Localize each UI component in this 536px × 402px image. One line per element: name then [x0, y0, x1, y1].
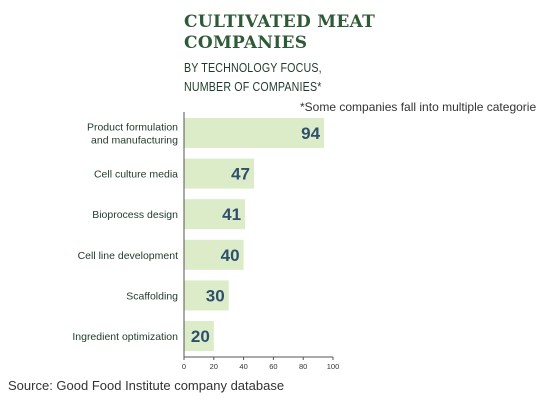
category-label: and manufacturing [91, 135, 178, 147]
bar-value-label: 30 [206, 286, 225, 305]
category-label: Cell culture media [94, 169, 178, 181]
title-line-1: CULTIVATED MEAT [184, 12, 376, 32]
x-tick-label: 80 [299, 362, 307, 371]
source-note: Source: Good Food Institute company data… [8, 378, 285, 393]
bar [184, 321, 214, 351]
subtitle-line-2: NUMBER OF COMPANIES* [184, 79, 322, 94]
bar [184, 118, 325, 148]
category-label: Cell line development [78, 250, 178, 262]
chart-title: CULTIVATED MEAT COMPANIES [184, 12, 375, 54]
x-tick-label: 60 [269, 362, 277, 371]
bar [184, 199, 246, 230]
footnote: *Some companies fall into multiple categ… [300, 100, 536, 114]
subtitle-line-1: BY TECHNOLOGY FOCUS, [184, 60, 322, 75]
bar-value-label: 41 [222, 205, 241, 224]
chart-subtitle: BY TECHNOLOGY FOCUS, NUMBER OF COMPANIES… [184, 58, 322, 96]
x-tick-label: 40 [239, 362, 247, 371]
bar-value-label: 20 [191, 327, 210, 346]
bar [184, 239, 244, 270]
category-label: Scaffolding [126, 290, 178, 302]
bar-value-label: 40 [221, 246, 240, 265]
bar [184, 158, 255, 189]
x-tick-label: 0 [182, 362, 186, 371]
title-line-2: COMPANIES [184, 33, 308, 53]
category-label: Ingredient optimization [72, 331, 178, 343]
category-label: Product formulation [87, 122, 178, 134]
bar-value-label: 94 [301, 124, 320, 143]
x-tick-label: 20 [210, 362, 218, 371]
category-label: Bioprocess design [92, 209, 178, 221]
bar-value-label: 47 [231, 165, 250, 184]
bar [184, 280, 229, 311]
x-tick-label: 100 [327, 362, 340, 371]
